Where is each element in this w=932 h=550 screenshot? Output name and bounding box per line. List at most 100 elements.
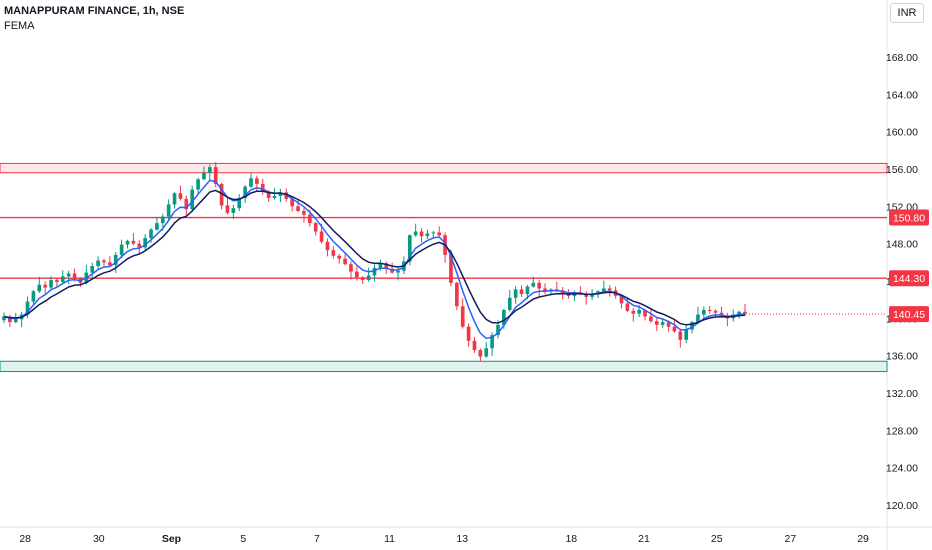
candle-body <box>490 335 494 349</box>
candle-body <box>413 231 418 236</box>
candle-body <box>431 232 436 234</box>
candle-body <box>137 243 142 248</box>
candle-body <box>331 250 336 256</box>
candle-body <box>584 294 589 297</box>
candle-body <box>155 223 159 230</box>
chart-header: MANAPPURAM FINANCE, 1h, NSE FEMA <box>4 5 184 32</box>
x-tick-label: 5 <box>240 533 246 545</box>
candle-body <box>743 311 747 315</box>
candle-body <box>690 322 694 330</box>
candle-body <box>166 204 171 217</box>
x-tick-label: 21 <box>638 533 650 545</box>
currency-button[interactable]: INR <box>890 3 924 23</box>
candle-body <box>25 301 30 315</box>
candle-body <box>131 240 136 244</box>
candle-body <box>384 263 389 269</box>
candle-body <box>196 179 200 190</box>
candle-body <box>213 167 218 184</box>
candle-body <box>43 284 47 288</box>
candle-body <box>543 288 547 292</box>
candle-body <box>460 306 465 327</box>
candle-body <box>37 284 42 292</box>
candle-body <box>631 310 636 314</box>
candle-body <box>278 192 283 197</box>
candle-body <box>496 324 500 336</box>
zone-0 <box>0 162 888 174</box>
candle-body <box>302 211 306 215</box>
candle-body <box>307 214 312 224</box>
candle-body <box>202 172 206 180</box>
candle-body <box>666 322 671 327</box>
candle-body <box>125 240 130 245</box>
candle-body <box>654 321 659 325</box>
candle-body <box>290 198 294 207</box>
x-tick-label: 27 <box>784 533 796 545</box>
candle-body <box>684 329 689 340</box>
candle-body <box>172 193 177 205</box>
candle-body <box>531 282 536 287</box>
candle-body <box>343 258 347 265</box>
candle-body <box>90 266 95 273</box>
candle-body <box>313 223 318 232</box>
y-tick-label: 156.00 <box>886 164 918 176</box>
candle-body <box>119 244 124 255</box>
candle-body <box>190 189 195 210</box>
zone-1 <box>0 360 888 373</box>
candle-body <box>366 275 371 281</box>
candle-body <box>13 319 18 323</box>
candle-body <box>219 183 224 206</box>
x-tick-label: 29 <box>857 533 869 545</box>
candle-body <box>178 193 183 199</box>
candle-body <box>60 276 65 282</box>
candle-body <box>425 233 430 237</box>
y-tick-label: 164.00 <box>886 89 918 101</box>
y-tick-label: 120.00 <box>886 500 918 512</box>
indicator-label: FEMA <box>4 20 35 32</box>
candle-body <box>102 260 106 263</box>
candle-body <box>355 271 359 278</box>
ema-fast-line <box>3 179 746 340</box>
candle-body <box>372 267 377 276</box>
candle-body <box>419 231 424 237</box>
x-tick-label: 18 <box>565 533 577 545</box>
y-tick-label: 128.00 <box>886 425 918 437</box>
candle-body <box>713 310 718 313</box>
candle-body <box>672 326 677 332</box>
symbol-title: MANAPPURAM FINANCE, 1h, NSE <box>4 5 185 17</box>
candle-body <box>619 295 624 304</box>
candle-body <box>696 314 700 323</box>
candle-body <box>702 309 706 315</box>
candle-body <box>231 208 236 213</box>
candle-body <box>149 229 153 239</box>
candle-body <box>737 311 741 315</box>
candle-body <box>649 316 653 322</box>
candle-body <box>513 289 518 298</box>
candle-body <box>437 232 442 236</box>
candle-body <box>72 273 77 279</box>
candle-body <box>449 254 453 283</box>
candle-body <box>66 273 71 277</box>
candle-body <box>407 235 412 262</box>
y-tick-label: 148.00 <box>886 239 918 251</box>
y-tick-label: 124.00 <box>886 463 918 475</box>
candle-body <box>637 309 641 314</box>
candle-body <box>396 270 400 273</box>
x-tick-label: 7 <box>314 533 320 545</box>
candle-body <box>272 196 277 198</box>
x-tick-label: 25 <box>711 533 723 545</box>
candle-body <box>707 309 712 311</box>
candle-body <box>519 289 524 295</box>
candle-body <box>2 316 6 321</box>
candle-body <box>225 205 230 213</box>
candle-body <box>255 178 259 184</box>
x-tick-label: 28 <box>19 533 31 545</box>
candle-body <box>643 309 647 317</box>
candle-body <box>96 260 100 267</box>
y-tick-label: 160.00 <box>886 127 918 139</box>
candle-body <box>55 280 59 282</box>
last-price-label: 140.45 <box>893 309 925 321</box>
ema-slow-line <box>3 189 746 326</box>
candle-body <box>325 241 330 251</box>
candle-body <box>455 282 459 307</box>
